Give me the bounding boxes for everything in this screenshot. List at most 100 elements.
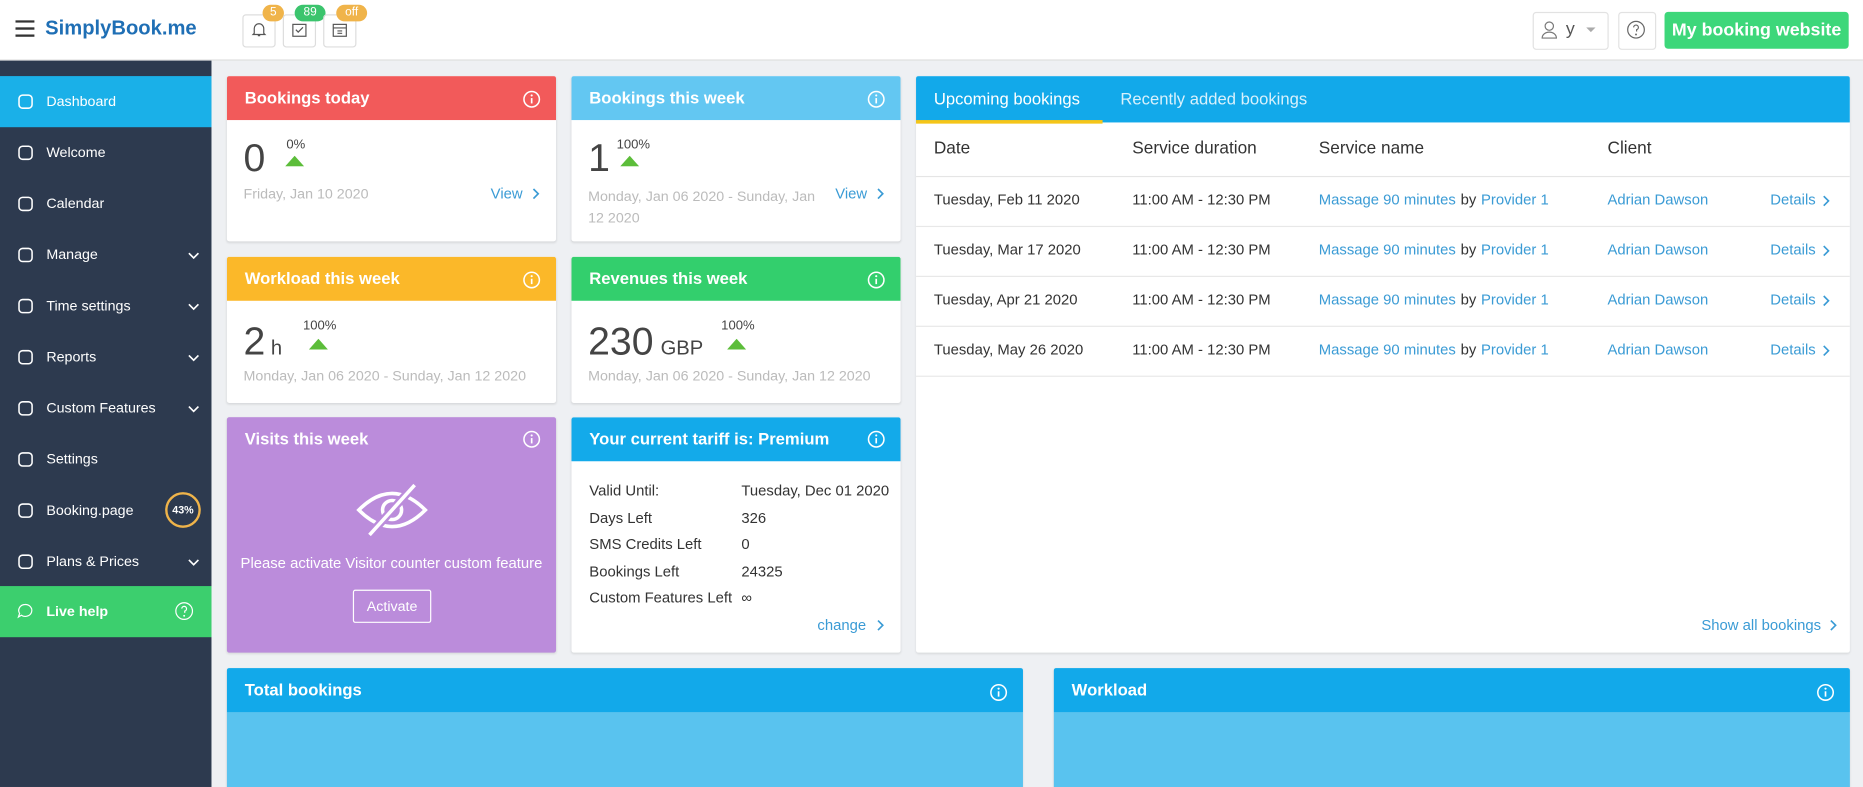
sidebar-item[interactable]: Plans & Prices <box>0 536 211 587</box>
booking-service: Massage 90 minutes by Provider 1 <box>1319 341 1549 358</box>
view-link[interactable]: View <box>490 185 523 203</box>
client-link[interactable]: Adrian Dawson <box>1607 291 1709 308</box>
date: Monday, Jan 06 2020 - Sunday, Jan 12 202… <box>588 187 816 226</box>
service-link[interactable]: Massage 90 minutes <box>1318 291 1456 308</box>
service-link[interactable]: Massage 90 minutes <box>1318 241 1456 258</box>
booking-date: Tuesday, Mar 17 2020 <box>933 241 1081 258</box>
sidebar-item[interactable]: Custom Features <box>0 383 211 434</box>
sidebar-label: Time settings <box>46 297 131 314</box>
up-arrow <box>285 155 305 167</box>
sidebar-item[interactable]: Booking.page <box>0 485 211 536</box>
unit: h <box>270 336 283 360</box>
sidebar-label: Plans & Prices <box>46 552 140 570</box>
tab[interactable]: Recently added bookings <box>1120 89 1308 109</box>
sidebar-label: Reports <box>46 348 97 365</box>
sidebar-icon <box>18 247 33 263</box>
chevron <box>877 619 884 631</box>
by-text: by <box>1460 341 1477 358</box>
sidebar-item[interactable]: Calendar <box>0 178 211 229</box>
provider-link[interactable]: Provider 1 <box>1481 241 1549 258</box>
user-icon <box>1541 21 1558 39</box>
column-header: Service name <box>1318 139 1425 159</box>
sidebar-icon <box>18 401 33 416</box>
tariff-value: 24325 <box>741 563 783 580</box>
activate-button[interactable]: Activate <box>352 589 432 623</box>
change-link[interactable]: change <box>817 616 867 634</box>
user-menu[interactable] <box>1532 11 1609 50</box>
provider-link[interactable]: Provider 1 <box>1481 341 1549 358</box>
hidden-icon <box>356 482 428 538</box>
tariff-value: 326 <box>741 509 767 527</box>
booking-date: Tuesday, Apr 21 2020 <box>933 291 1078 308</box>
check-icon <box>292 23 307 37</box>
sidebar-icon <box>18 503 33 518</box>
chevron <box>1823 245 1830 257</box>
sidebar-icon <box>18 554 33 570</box>
booking-date: Tuesday, Feb 11 2020 <box>933 191 1080 209</box>
logo[interactable]: SimplyBook.me <box>45 16 197 40</box>
calendar-icon <box>332 23 347 37</box>
provider-link[interactable]: Provider 1 <box>1481 191 1549 209</box>
details-link[interactable]: Details <box>1770 341 1816 358</box>
client-link[interactable]: Adrian Dawson <box>1607 341 1709 358</box>
divider <box>916 275 1850 277</box>
up-arrow <box>727 338 747 350</box>
card-value: 2 <box>243 318 266 363</box>
card-title: Visits this week <box>226 417 557 462</box>
card-value: 230 <box>588 318 654 363</box>
divider <box>916 325 1850 327</box>
details-link[interactable]: Details <box>1770 291 1816 308</box>
info-icon <box>523 271 541 289</box>
column-header: Client <box>1607 139 1652 159</box>
chat-icon <box>17 603 33 619</box>
chart-panel: Total bookings <box>226 668 1023 787</box>
booking-website-button[interactable]: My booking website <box>1664 11 1849 49</box>
info-icon <box>523 90 541 108</box>
info-icon <box>867 271 885 289</box>
badge: 5 <box>262 4 284 22</box>
sidebar-item[interactable]: Welcome <box>0 127 211 178</box>
column-header: Service duration <box>1132 139 1257 159</box>
booking-duration: 11:00 AM - 12:30 PM <box>1132 191 1271 209</box>
menu-button[interactable] <box>15 20 35 37</box>
card: Bookings today 0 0% Friday, Jan 10 2020 … <box>226 76 557 242</box>
change: 0% <box>286 137 306 153</box>
booking-duration: 11:00 AM - 12:30 PM <box>1132 341 1271 358</box>
tab-active[interactable]: Upcoming bookings <box>916 76 1103 124</box>
by-text: by <box>1460 191 1477 209</box>
sidebar-label: Manage <box>46 246 98 263</box>
bell-icon <box>251 23 267 37</box>
help-icon <box>1627 20 1645 39</box>
tariff-label: Bookings Left <box>589 563 680 580</box>
sidebar-icon <box>18 452 33 467</box>
service-link[interactable]: Massage 90 minutes <box>1318 191 1456 209</box>
booking-duration: 11:00 AM - 12:30 PM <box>1132 241 1271 258</box>
show-all-link[interactable]: Show all bookings <box>1701 616 1822 634</box>
info-icon <box>990 683 1008 701</box>
client-link[interactable]: Adrian Dawson <box>1607 191 1709 209</box>
sidebar-item[interactable]: Time settings <box>0 281 211 332</box>
details-link[interactable]: Details <box>1770 241 1816 258</box>
details-link[interactable]: Details <box>1770 191 1816 209</box>
sidebar-label: Dashboard <box>46 92 117 110</box>
up-arrow <box>620 155 640 167</box>
help-button[interactable] <box>1618 11 1657 50</box>
client-link[interactable]: Adrian Dawson <box>1607 241 1709 258</box>
service-link[interactable]: Massage 90 minutes <box>1318 341 1456 358</box>
tariff-label: SMS Credits Left <box>589 536 702 554</box>
sidebar-item[interactable]: Manage <box>0 229 211 280</box>
info-icon <box>523 430 541 448</box>
tariff-label: Valid Until: <box>589 482 660 500</box>
notifications-button[interactable] <box>242 14 276 48</box>
tariff-value: ∞ <box>741 590 752 607</box>
tariff-value: 0 <box>741 536 750 554</box>
sidebar-item[interactable]: Settings <box>0 434 211 485</box>
view-link[interactable]: View <box>835 185 868 203</box>
provider-link[interactable]: Provider 1 <box>1481 291 1549 308</box>
sidebar-item[interactable]: Dashboard <box>0 76 212 128</box>
column-header: Date <box>933 139 971 159</box>
up-arrow <box>308 338 328 350</box>
sidebar-item[interactable]: Reports <box>0 332 211 383</box>
card: Your current tariff is: Premium Valid Un… <box>571 417 901 653</box>
